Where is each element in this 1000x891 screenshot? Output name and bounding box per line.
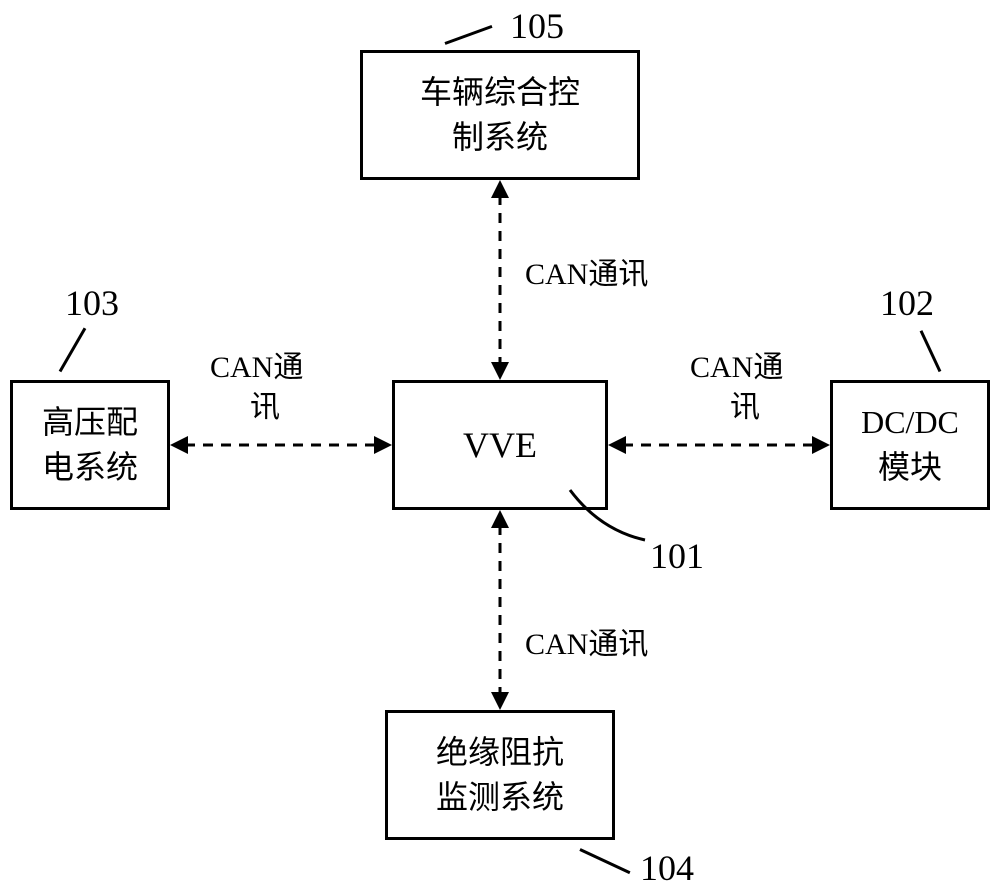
edge-label-left-line2: 讯 (250, 388, 280, 427)
label-tick-105 (444, 25, 492, 45)
node-hv-distribution-system: 高压配 电系统 (10, 380, 170, 510)
label-curve-101 (570, 490, 660, 550)
node-text: 绝缘阻抗 监测系统 (436, 730, 564, 820)
edge-label-right-line1: CAN通 (690, 348, 783, 387)
edge-center-bottom (485, 510, 515, 710)
node-insulation-monitoring: 绝缘阻抗 监测系统 (385, 710, 615, 840)
edge-center-top (485, 180, 515, 380)
node-text: 车辆综合控 制系统 (420, 70, 580, 160)
edge-center-left (170, 430, 392, 460)
label-tick-102 (920, 330, 942, 372)
label-tick-103 (59, 327, 87, 372)
node-label-103: 103 (65, 282, 119, 324)
node-text: VVE (463, 420, 537, 470)
node-text: DC/DC 模块 (861, 400, 959, 490)
node-label-104: 104 (640, 847, 694, 889)
block-diagram: 车辆综合控 制系统 105 高压配 电系统 103 VVE 101 DC/DC … (0, 0, 1000, 891)
label-tick-104 (579, 848, 630, 874)
node-label-102: 102 (880, 282, 934, 324)
node-label-105: 105 (510, 5, 564, 47)
edge-label-left-line1: CAN通 (210, 348, 303, 387)
edge-label-top: CAN通讯 (525, 255, 648, 294)
node-vehicle-control-system: 车辆综合控 制系统 (360, 50, 640, 180)
node-dcdc-module: DC/DC 模块 (830, 380, 990, 510)
node-text: 高压配 电系统 (42, 400, 138, 490)
edge-label-right-line2: 讯 (730, 388, 760, 427)
edge-label-bottom: CAN通讯 (525, 625, 648, 664)
edge-center-right (608, 430, 830, 460)
